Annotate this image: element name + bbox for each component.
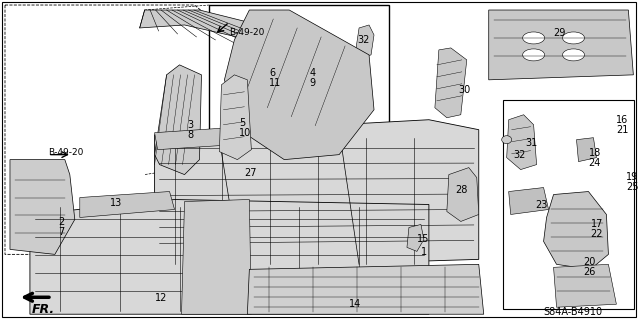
Text: 19: 19 <box>627 172 639 181</box>
Text: 29: 29 <box>554 28 566 38</box>
Polygon shape <box>509 188 548 214</box>
Polygon shape <box>140 10 339 58</box>
Text: 23: 23 <box>536 199 548 210</box>
Text: 27: 27 <box>244 168 257 178</box>
Polygon shape <box>155 128 234 150</box>
Text: 12: 12 <box>155 293 167 303</box>
Text: 9: 9 <box>309 78 316 88</box>
Text: 31: 31 <box>525 138 538 148</box>
Polygon shape <box>507 115 536 170</box>
Polygon shape <box>247 264 484 314</box>
Text: 4: 4 <box>309 68 316 78</box>
Text: 26: 26 <box>584 267 596 277</box>
Text: B-49-20: B-49-20 <box>229 28 265 37</box>
Text: 15: 15 <box>417 235 429 244</box>
Text: 2: 2 <box>58 218 64 228</box>
Text: 7: 7 <box>58 228 64 237</box>
Text: 10: 10 <box>239 128 252 138</box>
Polygon shape <box>155 120 479 269</box>
Text: 32: 32 <box>357 35 369 45</box>
Polygon shape <box>30 199 429 314</box>
Text: 17: 17 <box>591 220 603 229</box>
Text: 30: 30 <box>459 85 471 95</box>
Polygon shape <box>435 48 467 118</box>
Text: 16: 16 <box>616 115 628 125</box>
Ellipse shape <box>523 49 545 61</box>
Polygon shape <box>220 75 252 160</box>
Polygon shape <box>10 160 75 254</box>
Polygon shape <box>155 65 202 175</box>
Polygon shape <box>407 224 424 252</box>
Text: 1: 1 <box>421 247 427 257</box>
Ellipse shape <box>523 32 545 44</box>
Polygon shape <box>447 168 479 221</box>
Text: 11: 11 <box>269 78 282 88</box>
Text: 25: 25 <box>627 181 639 192</box>
Text: 22: 22 <box>591 229 603 239</box>
Polygon shape <box>182 199 252 314</box>
Text: 13: 13 <box>109 197 122 208</box>
Polygon shape <box>489 10 634 80</box>
Text: 6: 6 <box>269 68 275 78</box>
Ellipse shape <box>563 32 584 44</box>
Text: 20: 20 <box>584 257 596 268</box>
Text: 5: 5 <box>239 118 246 128</box>
Polygon shape <box>80 192 175 218</box>
Polygon shape <box>577 138 596 162</box>
Text: 24: 24 <box>588 158 601 168</box>
Text: B-49-20: B-49-20 <box>48 148 83 157</box>
Polygon shape <box>554 264 616 307</box>
Ellipse shape <box>502 136 511 144</box>
Ellipse shape <box>563 49 584 61</box>
Text: 8: 8 <box>188 130 194 140</box>
Polygon shape <box>543 192 609 269</box>
Text: S84A-B4910: S84A-B4910 <box>543 307 603 317</box>
Polygon shape <box>356 25 374 58</box>
Text: 28: 28 <box>455 185 467 195</box>
Text: 18: 18 <box>588 148 601 158</box>
Text: 32: 32 <box>514 150 526 160</box>
Text: FR.: FR. <box>32 303 55 316</box>
Text: 3: 3 <box>188 120 194 130</box>
Text: 21: 21 <box>616 125 628 135</box>
Text: 14: 14 <box>349 299 362 309</box>
Polygon shape <box>225 10 374 160</box>
